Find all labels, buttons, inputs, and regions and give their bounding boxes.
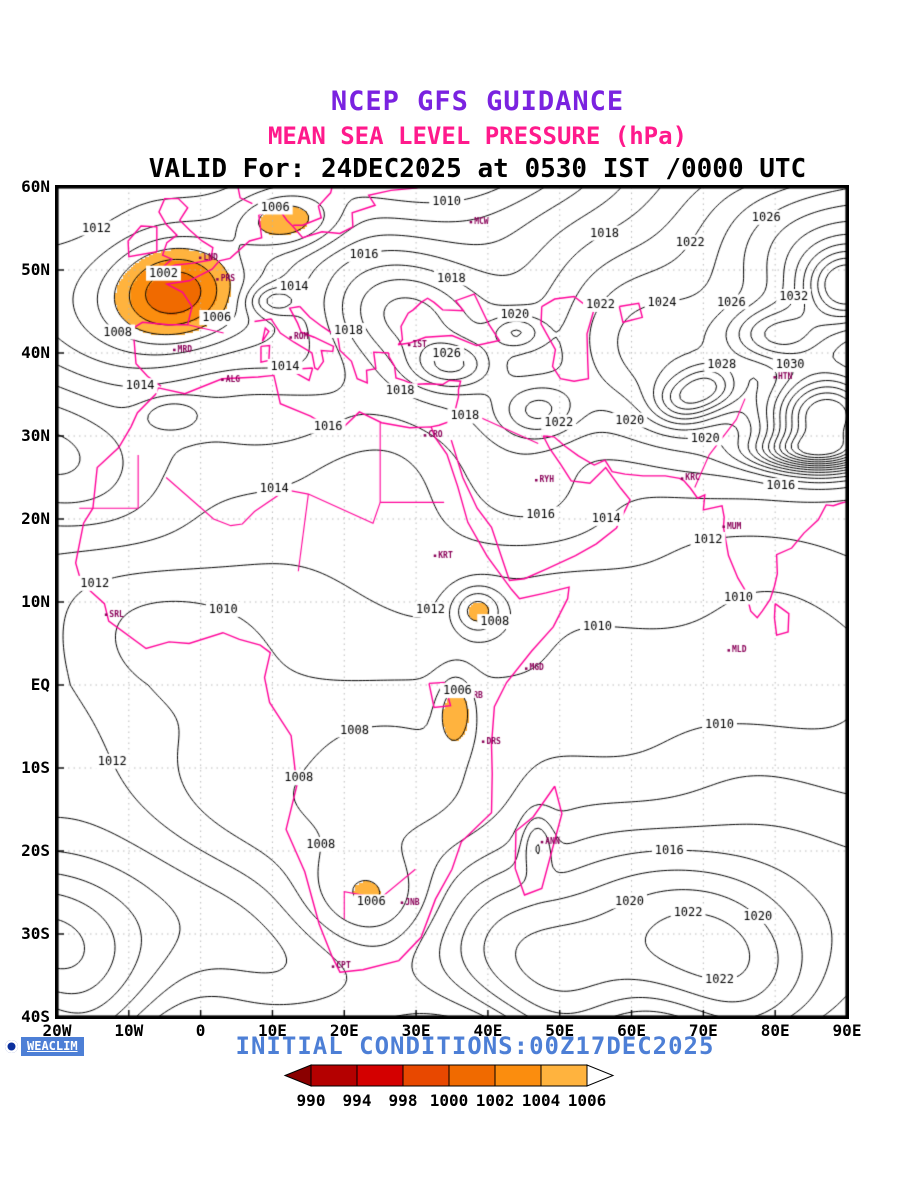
colorbar-arrow-low — [283, 1064, 312, 1087]
colorbar-segment — [494, 1064, 542, 1087]
y-tick-label: 40S — [21, 1007, 50, 1026]
colorbar-tick-label: 998 — [389, 1091, 418, 1110]
colorbar-svg: 990 994 998 1000 1002 1004 1006 — [283, 1064, 615, 1110]
logo-label: WEACLIM — [21, 1037, 84, 1056]
y-tick-label: 30N — [21, 426, 50, 445]
y-tick-label: 20S — [21, 841, 50, 860]
weaclim-logo: WEACLIM — [5, 1037, 84, 1056]
chart-header: NCEP GFS GUIDANCE MEAN SEA LEVEL PRESSUR… — [0, 86, 900, 184]
y-tick-label: EQ — [30, 675, 50, 694]
y-tick-label: 30S — [21, 924, 50, 943]
chart-title-model: NCEP GFS GUIDANCE — [330, 86, 625, 117]
chart-title-valid: VALID For: 24DEC2025 at 0530 IST /0000 U… — [148, 154, 807, 184]
y-tick-label: 20N — [21, 509, 50, 528]
y-tick-label: 40N — [21, 343, 50, 362]
colorbar-tick-label: 990 — [297, 1091, 326, 1110]
colorbar-segment — [356, 1064, 404, 1087]
initial-conditions-text: INITIAL CONDITIONS:00Z17DEC2025 — [235, 1032, 715, 1060]
logo-globe-icon — [5, 1040, 18, 1053]
y-tick-label: 10N — [21, 592, 50, 611]
colorbar-tick-label: 1004 — [522, 1091, 561, 1110]
y-tick-label: 10S — [21, 758, 50, 777]
colorbar-arrow-high — [586, 1064, 615, 1087]
y-tick-label: 50N — [21, 260, 50, 279]
colorbar-tick-label: 994 — [343, 1091, 372, 1110]
colorbar-tick-label: 1002 — [476, 1091, 515, 1110]
colorbar-segment — [540, 1064, 588, 1087]
colorbar-segment — [310, 1064, 358, 1087]
colorbar: 990 994 998 1000 1002 1004 1006 — [283, 1062, 617, 1116]
pressure-map-canvas — [57, 187, 847, 1017]
colorbar-tick-label: 1000 — [430, 1091, 469, 1110]
colorbar-segment — [402, 1064, 450, 1087]
chart-title-field: MEAN SEA LEVEL PRESSURE (hPa) — [267, 122, 688, 150]
colorbar-tick-label: 1006 — [568, 1091, 607, 1110]
map-frame — [55, 185, 849, 1019]
colorbar-segment — [448, 1064, 496, 1087]
